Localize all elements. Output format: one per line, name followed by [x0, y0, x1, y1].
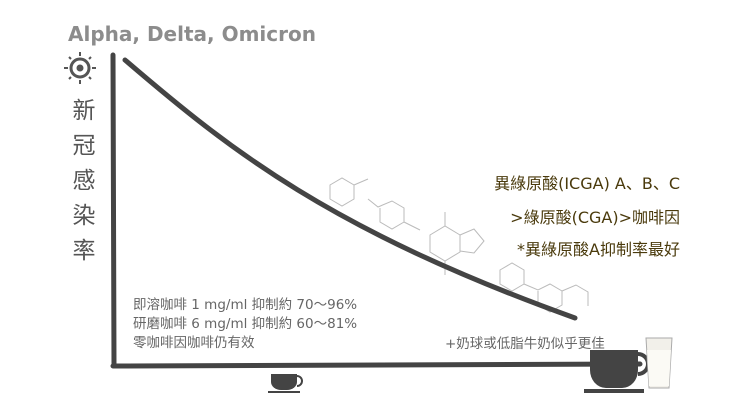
note: 研磨咖啡 6 mg/ml 抑制約 60～81% [133, 316, 358, 332]
trend-curve [122, 57, 578, 321]
milk-glass [645, 337, 673, 389]
small-cup [268, 374, 303, 393]
axes [110, 52, 643, 369]
finding: *異綠原酸A抑制率最好 [517, 240, 680, 259]
tip: +奶球或低脂牛奶似乎更佳 [445, 336, 605, 352]
big-cup [584, 350, 650, 393]
finding: 異綠原酸(ICGA) A、B、C [494, 174, 680, 193]
virus-icon [64, 52, 96, 84]
note: 即溶咖啡 1 mg/ml 抑制約 70～96% [133, 297, 358, 313]
title: Alpha, Delta, Omicron [68, 22, 316, 46]
y-axis-label: 新冠感染率 [68, 98, 94, 273]
finding: >綠原酸(CGA)>咖啡因 [510, 208, 680, 227]
note: 零咖啡因咖啡仍有效 [133, 335, 255, 351]
